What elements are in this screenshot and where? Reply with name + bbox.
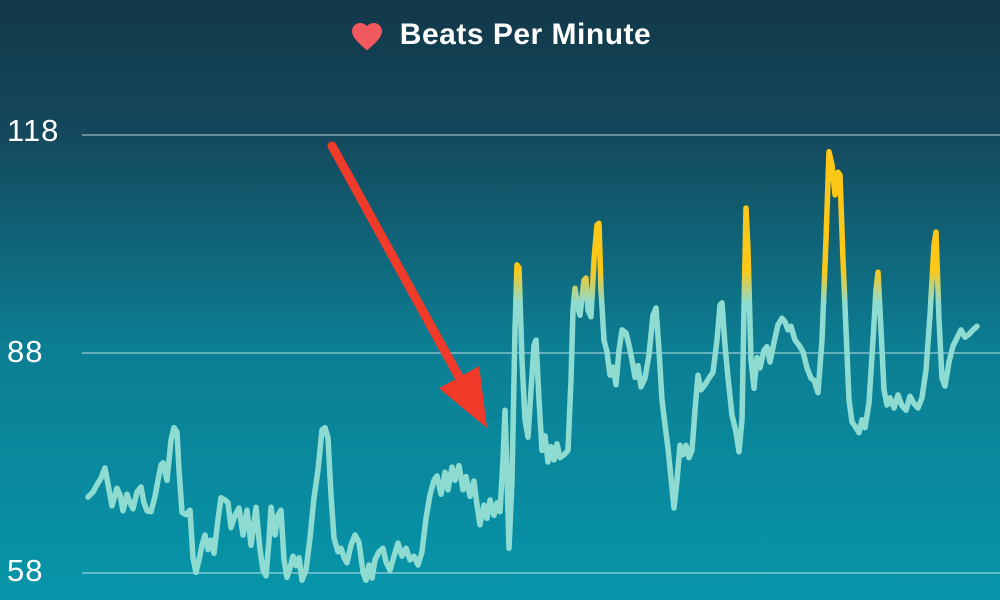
heart-icon-shape (351, 23, 382, 51)
heart-icon (351, 23, 382, 51)
page-title: Beats Per Minute (399, 18, 652, 51)
annotation-arrowhead-icon (438, 366, 487, 428)
y-axis-tick-118: 118 (7, 113, 60, 148)
y-axis-tick-88: 88 (7, 334, 44, 369)
bpm-polyline (85, 149, 980, 584)
annotation-arrow (327, 141, 487, 428)
annotation-arrow-shaft (327, 141, 464, 382)
y-axis-tick-58: 58 (7, 553, 44, 588)
chart-header: Beats Per Minute (0, 10, 1000, 60)
